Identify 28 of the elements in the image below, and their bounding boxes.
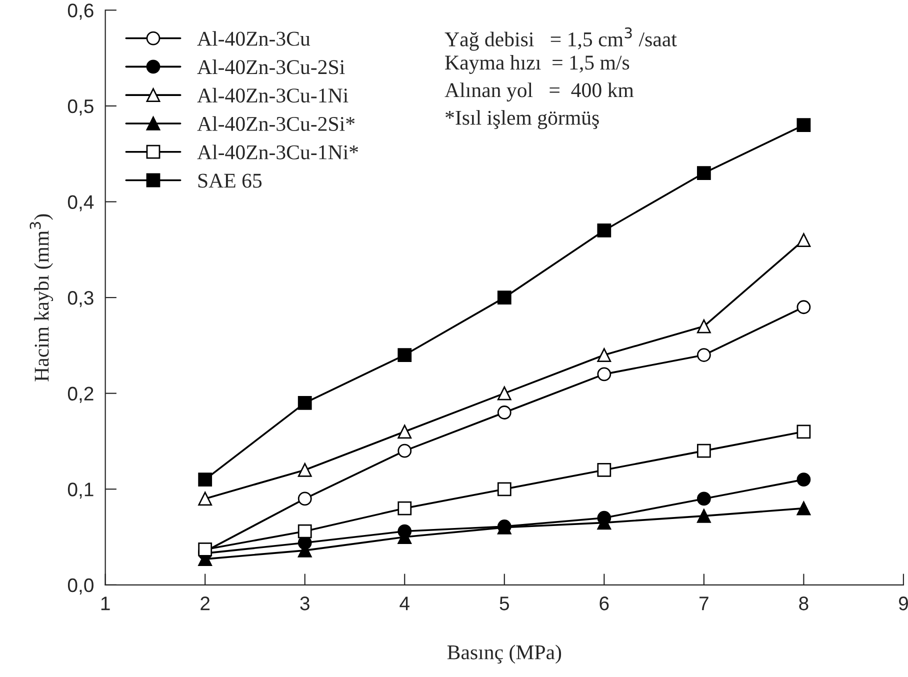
legend-label: Al-40Zn-3Cu-2Si	[197, 60, 345, 74]
x-tick-label: 1	[101, 596, 110, 610]
legend-label: Al-40Zn-3Cu	[197, 31, 310, 46]
x-tick-label: 7	[700, 596, 708, 610]
x-tick-label: 4	[400, 596, 410, 610]
x-axis-title: Basınç (MPa)	[447, 644, 562, 664]
y-tick-label: 0,1	[68, 482, 94, 499]
annotation: *Isıl işlem görmüş	[446, 110, 599, 130]
x-tick-label: 6	[600, 596, 609, 610]
y-tick-label: 0,0	[68, 578, 94, 594]
annotation: Alınan yol = 400 km	[444, 82, 634, 102]
annotation: Yağ debisi = 1,5 cm$^{3}$ /saat	[444, 27, 677, 51]
legend-label: Al-40Zn-3Cu-2Si*	[197, 116, 355, 131]
x-tick-label: 3	[300, 596, 310, 610]
x-tick-label: 9	[898, 596, 908, 610]
x-tick-label: 5	[500, 596, 509, 610]
y-tick-label: 0,3	[68, 291, 94, 308]
y-tick-label: 0,5	[68, 99, 94, 116]
y-tick-label: 0,2	[68, 386, 94, 403]
legend-label: Al-40Zn-3Cu-1Ni	[197, 88, 348, 103]
legend-label: SAE 65	[198, 174, 262, 188]
legend-label: Al-40Zn-3Cu-1Ni*	[197, 144, 358, 160]
y-axis-title: Hacim kaybı (mm$^{3}$)	[30, 214, 54, 382]
y-tick-label: 0,4	[68, 195, 94, 212]
x-tick-label: 8	[799, 596, 808, 610]
y-tick-label: 0,6	[68, 4, 94, 20]
annotation: Kayma hızı = 1,5 m/s	[445, 54, 630, 74]
x-tick-label: 2	[200, 596, 210, 610]
